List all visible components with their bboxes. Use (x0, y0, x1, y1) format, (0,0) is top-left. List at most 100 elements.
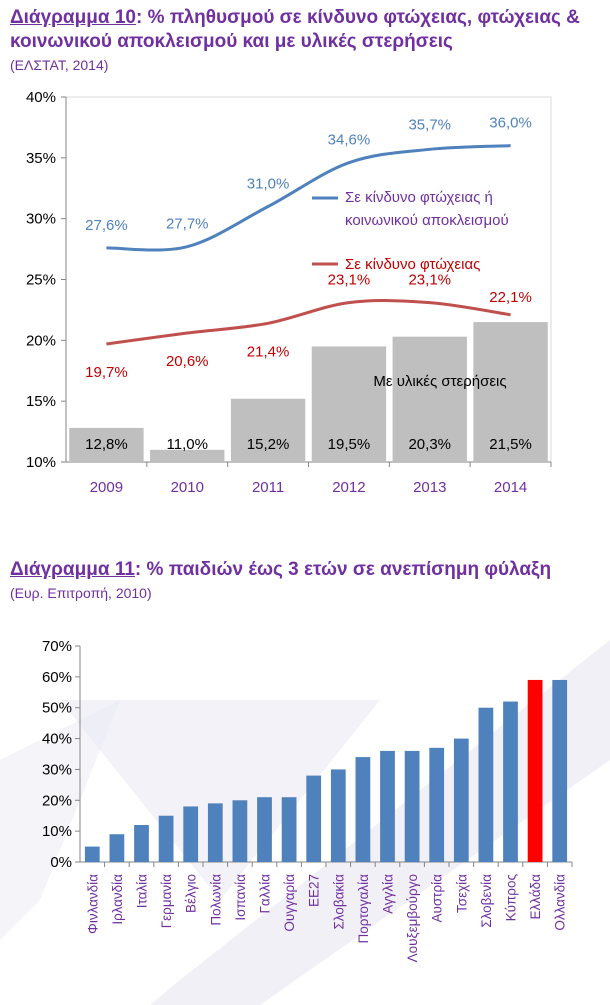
chart10-line-poverty-or-exclusion-value-label: 27,7% (166, 216, 209, 233)
chart11-x-tick-label: ΕΕ27 (307, 874, 322, 907)
chart11-bar (503, 701, 518, 862)
chart10-legend-poverty-risk: Σε κίνδυνο φτώχειας (345, 256, 480, 273)
chart10-bar-material-deprivation (150, 449, 225, 462)
chart11-x-tick-label: Ουγγαρία (282, 874, 297, 932)
chart11-x-tick-label: Αυστρία (430, 874, 445, 923)
chart10-title-number: Διάγραμμα 10 (10, 7, 136, 28)
chart11-title-text: : % παιδιών έως 3 ετών σε ανεπίσημη φύλα… (134, 559, 552, 580)
chart11-x-tick-label: Σλοβακία (331, 874, 346, 930)
chart10-title: Διάγραμμα 10: % πληθυσμού σε κίνδυνο φτώ… (10, 6, 605, 54)
chart10-line-poverty-risk (106, 299, 511, 346)
chart11-title-number: Διάγραμμα 11 (10, 559, 135, 580)
chart10-bar-value-label: 12,8% (85, 436, 128, 453)
chart11-bar (404, 750, 420, 862)
chart11-bar (134, 824, 149, 862)
chart10-y-tick-label: 40% (26, 89, 56, 106)
chart10-bar-material-deprivation (230, 398, 306, 462)
chart10-line-poverty-risk-value-label: 20,6% (166, 353, 209, 370)
chart11-x-tick-label: Κύπρος (504, 874, 519, 922)
chart11-x-tick-label: Φινλανδία (85, 874, 100, 934)
chart10-x-tick-label: 2014 (494, 479, 527, 496)
chart11-y-tick-label: 20% (42, 792, 72, 809)
chart10-bar-value-label: 19,5% (328, 436, 371, 453)
chart10-x-tick-label: 2013 (413, 479, 446, 496)
chart10-line-poverty-risk-value-label: 19,7% (85, 364, 128, 381)
chart11-y-tick-label: 0% (50, 854, 72, 871)
chart10-bar-material-deprivation (392, 336, 467, 462)
chart10-y-tick-label: 30% (26, 211, 56, 228)
chart10-x-tick-label: 2012 (332, 479, 365, 496)
chart11-y-tick-label: 70% (42, 638, 72, 655)
chart10-line-poverty-risk-value-label: 23,1% (328, 272, 371, 289)
chart11-x-tick-label: Ολλανδία (553, 874, 568, 931)
chart11-bar (306, 775, 322, 862)
chart10-x-tick-label: 2010 (171, 479, 204, 496)
chart11-bar (158, 815, 174, 862)
chart10-line-poverty-or-exclusion-value-label: 27,6% (85, 217, 128, 234)
chart11-bar (207, 803, 223, 862)
chart10-y-tick-label: 20% (26, 332, 56, 349)
chart11-bar (380, 750, 395, 862)
chart10-line-poverty-or-exclusion (106, 144, 511, 252)
chart11-y-tick-label: 60% (42, 669, 72, 686)
chart10-title-block: Διάγραμμα 10: % πληθυσμού σε κίνδυνο φτώ… (10, 6, 605, 74)
chart10-line-poverty-or-exclusion-value-label: 36,0% (489, 115, 532, 132)
chart10-bar-value-label: 15,2% (247, 436, 290, 453)
chart11-x-tick-label: Αγγλία (381, 874, 396, 914)
chart11-x-tick-label: Σλοβενία (479, 874, 494, 928)
chart11-x-tick-label: Ελλάδα (528, 874, 543, 920)
chart11-x-tick-label: Βέλγιο (184, 874, 199, 913)
chart11-bar (330, 769, 346, 862)
chart10-line-poverty-risk-value-label: 23,1% (408, 272, 451, 289)
chart11-bar (527, 679, 543, 862)
chart10-bar-material-deprivation (473, 322, 548, 462)
chart11-x-tick-label: Ιρλανδία (110, 874, 125, 925)
chart10-bar-value-label: 21,5% (489, 436, 532, 453)
chart11-bar (183, 806, 199, 862)
chart11-plot: 0% 10% 20% 30% 40% 50% 60% 70% Φινλανδία Ιρλανδία… (42, 638, 573, 962)
chart11-bar (429, 747, 445, 862)
chart11-y-tick-label: 30% (42, 761, 72, 778)
chart10-line-poverty-risk-value-label: 22,1% (489, 289, 532, 306)
chart11-x-tick-label: Γερμανία (159, 874, 174, 928)
chart10-x-tick-label: 2011 (252, 479, 284, 496)
chart10-title-text: : % πληθυσμού σε κίνδυνο φτώχειας, φτώχε… (10, 7, 580, 52)
chart11-bar (109, 834, 125, 862)
chart10-y-tick-label: 10% (26, 454, 56, 471)
chart11-x-tick-label: Γαλλία (258, 874, 273, 914)
chart11-y-tick-label: 40% (42, 731, 72, 748)
chart11-x-tick-label: Πολωνία (208, 874, 223, 926)
chart10-bar-material-deprivation (311, 346, 387, 462)
chart10-y-tick-label: 15% (26, 393, 56, 410)
chart11-bar (552, 679, 568, 862)
chart11-title-block: Διάγραμμα 11: % παιδιών έως 3 ετών σε αν… (10, 558, 605, 602)
chart10-line-poverty-or-exclusion-value-label: 31,0% (247, 176, 290, 193)
chart11-bar (257, 797, 272, 862)
chart11-title: Διάγραμμα 11: % παιδιών έως 3 ετών σε αν… (10, 558, 605, 582)
chart11-bar (281, 797, 297, 862)
chart10-plot: 10% 15% 20% 25% 30% 35% 40% 12,8% 11,0% 15,2% 19,5… (26, 89, 552, 496)
chart11-y-tick-label: 10% (42, 823, 72, 840)
chart11-bar (453, 738, 469, 862)
chart11-x-tick-label: Ιταλία (135, 874, 150, 908)
chart10-line-poverty-or-exclusion-value-label: 35,7% (408, 116, 451, 133)
chart11-bar (232, 800, 248, 862)
chart10-x-tick-label: 2009 (90, 479, 123, 496)
chart10-y-tick-label: 35% (26, 150, 56, 167)
chart11-x-tick-label: Τσεχία (454, 874, 469, 913)
chart11-y-tick-label: 50% (42, 700, 72, 717)
chart10-bar-material-deprivation (69, 427, 144, 462)
chart10-legend-poverty-or-exclusion: Σε κίνδυνο φτώχειας ή κοινωνικού αποκλεισ… (345, 189, 509, 229)
chart11-source: (Ευρ. Επιτροπή, 2010) (10, 585, 152, 601)
chart10-line-poverty-risk-value-label: 21,4% (247, 343, 290, 360)
chart11-x-tick-label: Πορτογαλία (356, 874, 371, 944)
chart11-bar (478, 707, 494, 862)
chart10-bar-value-label: 11,0% (167, 436, 208, 453)
chart10-bar-value-label: 20,3% (408, 436, 451, 453)
chart11-bar (84, 846, 100, 862)
chart11-x-tick-label: Ισπανία (233, 874, 248, 921)
chart10-y-tick-label: 25% (26, 272, 56, 289)
chart10-line-poverty-or-exclusion-value-label: 34,6% (328, 132, 371, 149)
chart10-legend-material-deprivation: Με υλικές στερήσεις (373, 373, 506, 390)
